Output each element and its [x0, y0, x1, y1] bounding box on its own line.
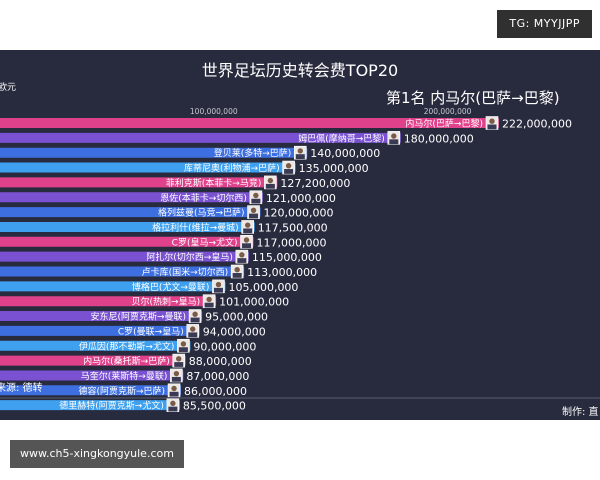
bar-value-label: 140,000,000 — [310, 147, 380, 160]
bar-value-label: 127,200,000 — [280, 177, 350, 190]
bar — [0, 296, 217, 307]
bar — [0, 132, 401, 143]
player-avatar — [212, 279, 225, 294]
player-avatar — [167, 383, 181, 398]
bar — [0, 118, 499, 128]
bar — [0, 281, 226, 292]
bar-value-label: 105,000,000 — [228, 281, 298, 294]
bar-value-label: 120,000,000 — [264, 207, 334, 220]
bar-category-label: 安东尼(阿贾克斯→曼联) — [91, 311, 187, 323]
bar-category-label: 内马尔(桑托斯→巴萨) — [83, 355, 170, 367]
bar — [0, 251, 249, 262]
bar — [0, 147, 308, 158]
bar — [0, 370, 184, 381]
bar — [0, 266, 245, 277]
bar — [0, 207, 261, 218]
bar-value-label: 94,000,000 — [203, 325, 266, 338]
bar-value-label: 113,000,000 — [247, 266, 317, 279]
player-avatar — [387, 131, 401, 145]
x-axis-ticks: 100,000,000 200,000,000 — [190, 107, 472, 116]
bar-value-label: 180,000,000 — [404, 132, 474, 145]
player-avatar — [188, 309, 202, 323]
player-avatar — [485, 116, 499, 130]
unit-label: 欧元 — [0, 81, 16, 93]
player-avatar — [282, 160, 295, 175]
x-tick-label: 200,000,000 — [424, 107, 472, 116]
bar-category-label: 格列兹曼(马竞→巴萨) — [158, 207, 245, 219]
player-avatar — [186, 324, 200, 338]
player-avatar — [247, 205, 260, 219]
bar-value-label: 86,000,000 — [184, 385, 247, 398]
bar — [0, 192, 263, 203]
player-avatar — [293, 145, 307, 160]
bar-value-label: 85,500,000 — [183, 400, 246, 413]
player-avatar — [249, 190, 263, 205]
bar-category-label: 阿扎尔(切尔西→皇马) — [146, 251, 233, 263]
bar-value-label: 101,000,000 — [219, 296, 289, 309]
bar-value-label: 95,000,000 — [205, 311, 268, 324]
bar-category-label: 伊瓜因(那不勒斯→尤文) — [79, 340, 175, 352]
bar-value-label: 222,000,000 — [502, 118, 572, 131]
bars: 内马尔(巴萨→巴黎) 222,000,000 姆巴佩(摩纳哥→巴黎) 180,000,… — [0, 116, 572, 413]
bar — [0, 400, 180, 411]
bar-value-label: 117,500,000 — [258, 221, 328, 234]
bar-category-label: 马奎尔(莱斯特→曼联) — [81, 370, 168, 382]
player-avatar — [177, 338, 190, 353]
bar-category-label: 贝尔(热刺→皇马) — [132, 296, 201, 308]
bar-category-label: 菲利克斯(本菲卡→马竞) — [166, 177, 262, 189]
player-avatar — [170, 368, 183, 383]
bar — [0, 236, 254, 247]
bar-chart-race: 世界足坛历史转会费TOP20 欧元 第1名 内马尔(巴萨→巴黎) 100,000… — [0, 50, 600, 420]
bar-category-label: 内马尔(巴萨→巴黎) — [405, 118, 483, 130]
tg-watermark: TG: MYYJJPP — [497, 10, 592, 38]
bar-category-label: 德容(阿贾克斯→巴萨) — [78, 385, 165, 397]
bar-category-label: 恩佐(本菲卡→切尔西) — [160, 192, 247, 204]
player-avatar — [172, 353, 186, 368]
bar-category-label: 博格巴(尤文→曼联) — [132, 281, 210, 293]
chart-title: 世界足坛历史转会费TOP20 — [202, 61, 398, 80]
player-avatar — [241, 220, 254, 234]
bar-category-label: 库蒂尼奥(利物浦→巴萨) — [184, 162, 280, 174]
bar — [0, 385, 182, 396]
bar-category-label: 登贝莱(多特→巴萨) — [214, 147, 292, 159]
producer-label: 制作: 直 — [562, 405, 599, 418]
player-avatar — [235, 249, 249, 264]
bar-category-label: 格拉利什(维拉→曼城) — [152, 221, 239, 233]
player-avatar — [264, 175, 277, 190]
bar-category-label: 姆巴佩(摩纳哥→巴黎) — [298, 132, 385, 144]
highlight-label: 第1名 内马尔(巴萨→巴黎) — [386, 89, 560, 107]
bar-value-label: 117,000,000 — [257, 236, 327, 249]
url-watermark: www.ch5-xingkongyule.com — [10, 440, 184, 468]
bar-value-label: 121,000,000 — [266, 192, 336, 205]
bar-category-label: C罗(皇马→尤文) — [172, 236, 238, 248]
bar — [0, 221, 255, 232]
bar — [0, 162, 296, 173]
bar-category-label: 德里赫特(阿贾克斯→尤文) — [59, 400, 164, 412]
player-avatar — [202, 294, 216, 308]
bar-value-label: 115,000,000 — [252, 251, 322, 264]
bar — [0, 325, 200, 336]
bar — [0, 340, 191, 351]
x-tick-label: 100,000,000 — [190, 107, 238, 116]
bar-value-label: 90,000,000 — [193, 340, 256, 353]
bar — [0, 311, 203, 322]
bar-value-label: 88,000,000 — [189, 355, 252, 368]
bar-value-label: 87,000,000 — [186, 370, 249, 383]
player-avatar — [166, 398, 180, 412]
player-avatar — [240, 235, 253, 249]
bar — [0, 177, 278, 188]
bar-category-label: C罗(曼联→皇马) — [118, 325, 184, 337]
bar — [0, 355, 186, 366]
bar-value-label: 135,000,000 — [299, 162, 369, 175]
bar-category-label: 卢卡库(国米→切尔西) — [142, 266, 229, 278]
source-label: 来源: 德转 — [0, 381, 43, 394]
player-avatar — [230, 264, 244, 279]
chart-svg: 世界足坛历史转会费TOP20 欧元 第1名 内马尔(巴萨→巴黎) 100,000… — [0, 61, 600, 418]
